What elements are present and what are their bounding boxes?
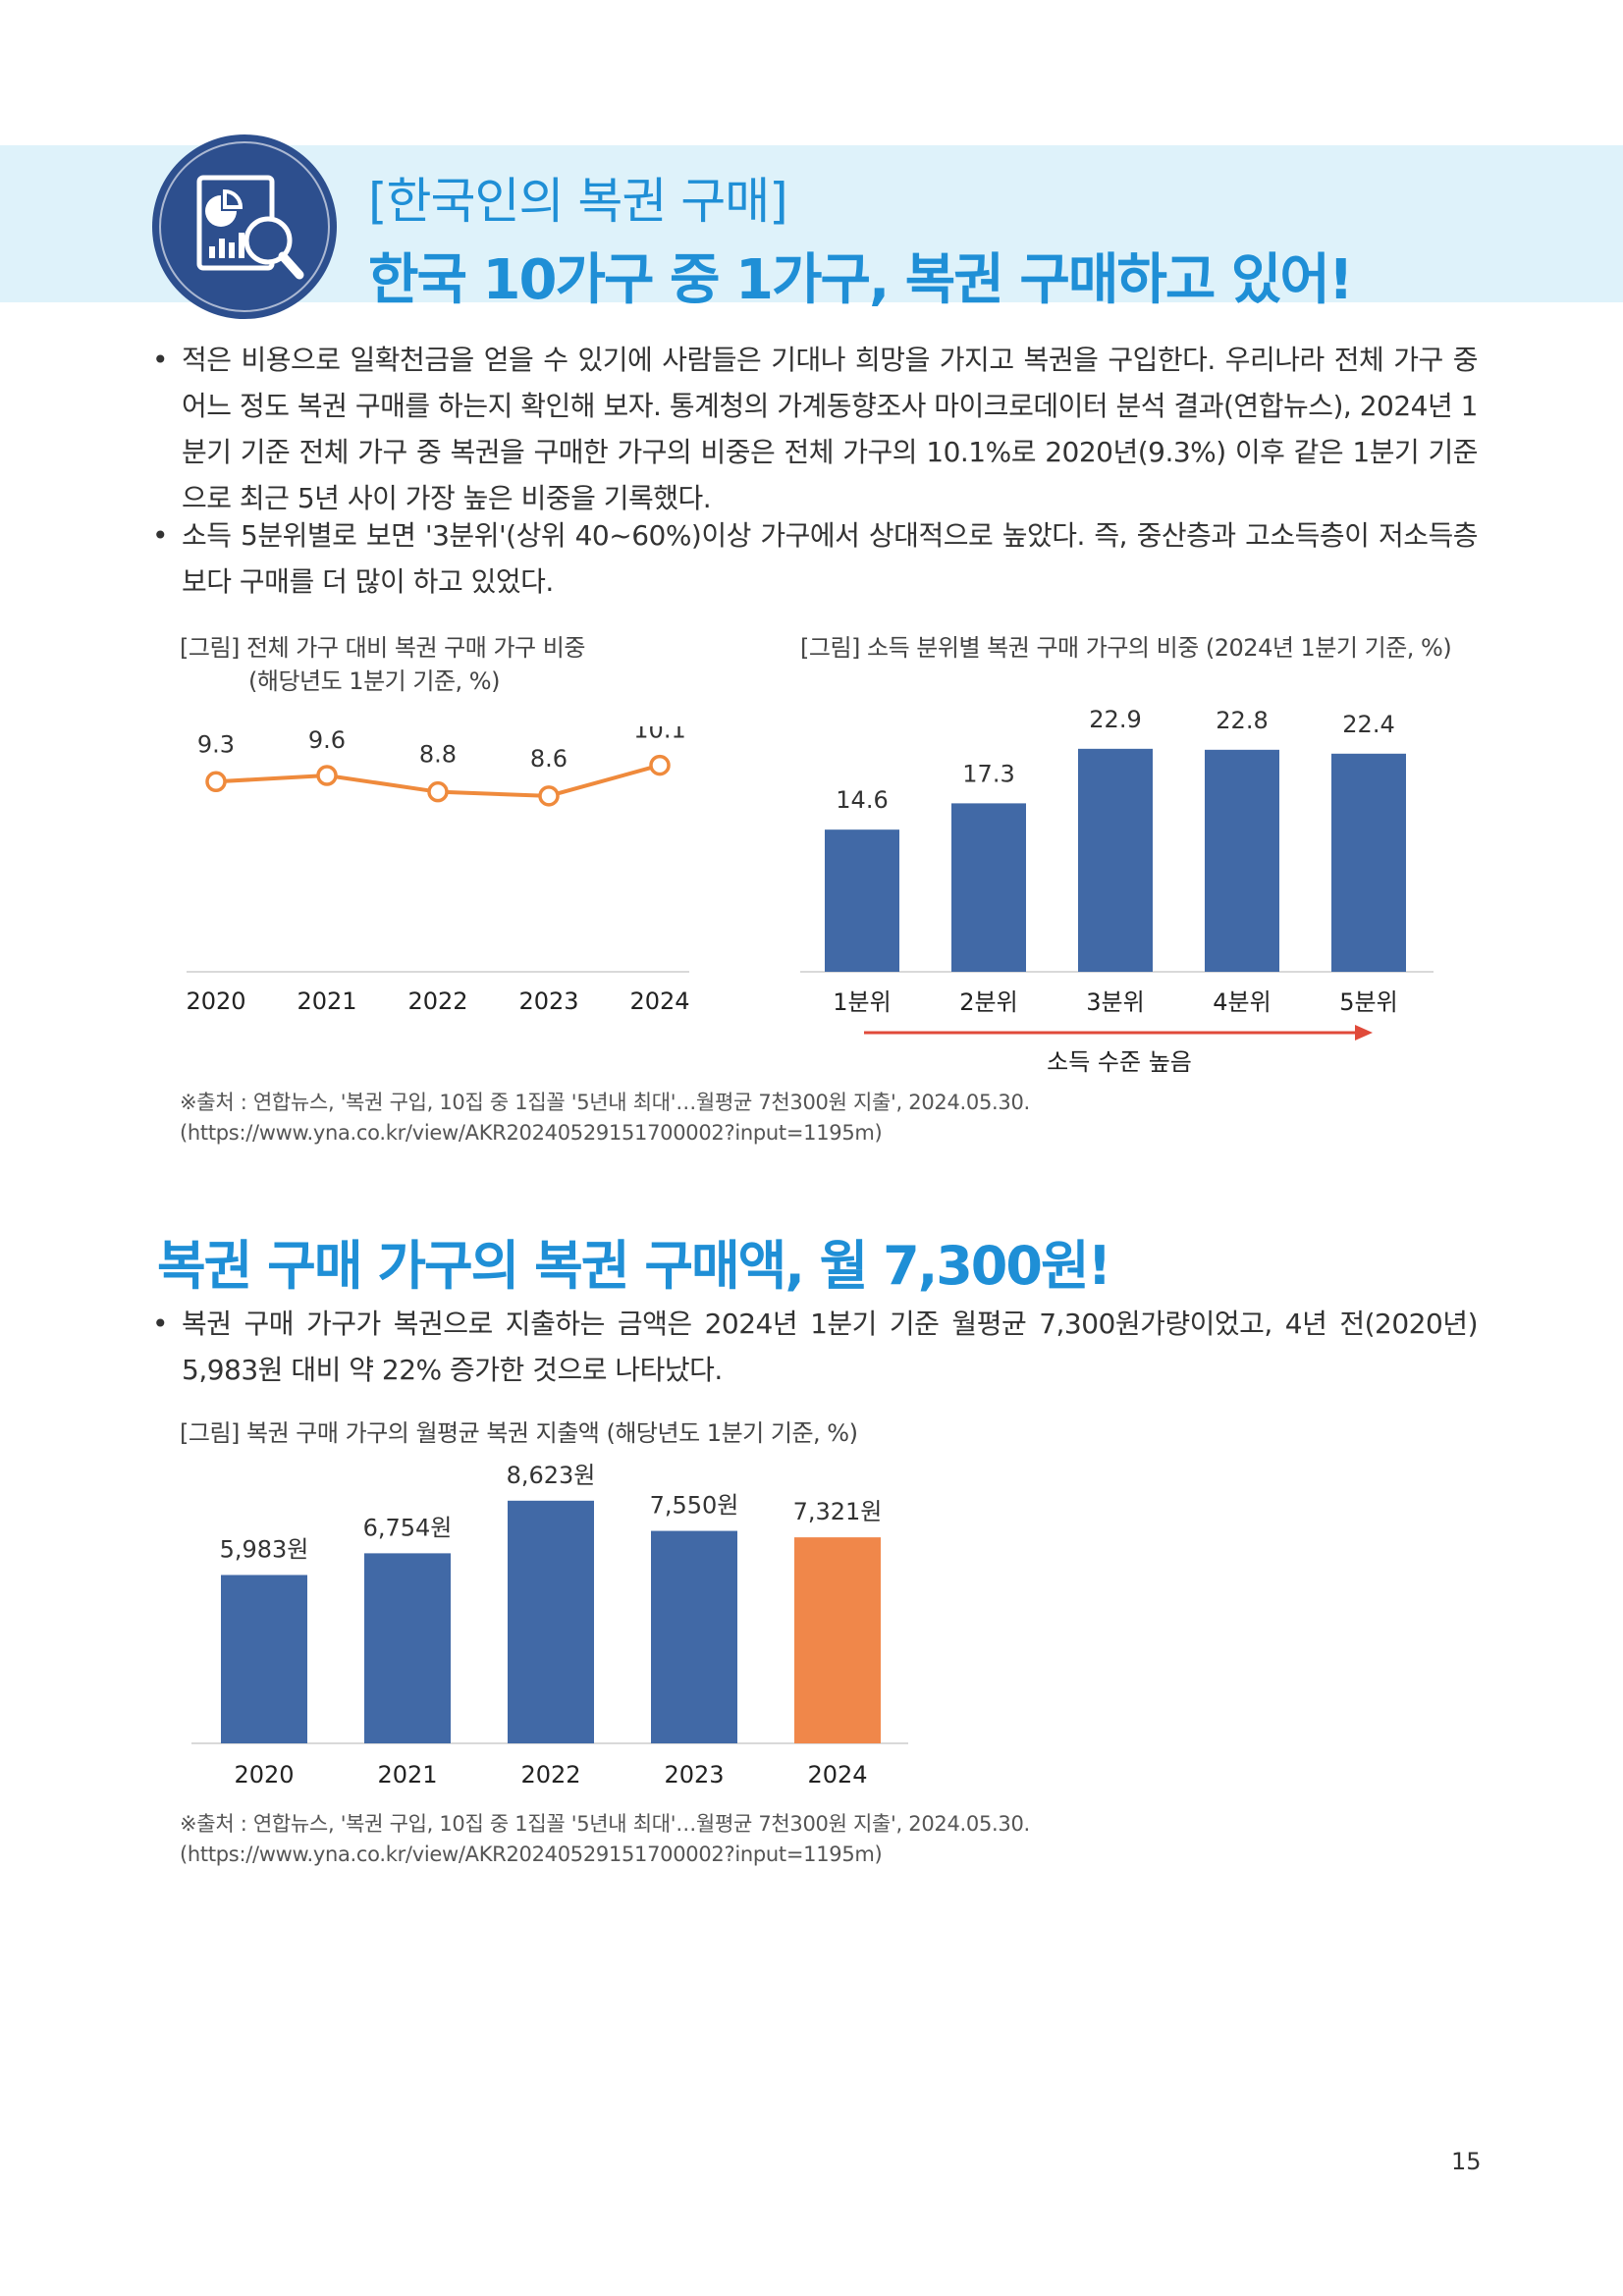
bullet-text: 소득 5분위별로 보면 '3분위'(상위 40~60%)이상 가구에서 상대적으…: [182, 519, 1479, 598]
figure-caption: [그림] 전체 가구 대비 복권 구매 가구 비중: [180, 634, 585, 662]
data-label: 22.4: [1342, 711, 1394, 738]
x-tick-label: 2021: [377, 1761, 437, 1789]
data-label: 6,754원: [363, 1514, 453, 1541]
data-point: [649, 754, 671, 776]
arrow-right-icon: [1355, 1025, 1373, 1041]
section-title: 복권 구매 가구의 복권 구매액, 월 7,300원!: [157, 1235, 1111, 1297]
data-label: 9.6: [308, 726, 346, 754]
data-label: 7,550원: [650, 1492, 739, 1520]
section-tag: [한국인의 복권 구매]: [368, 173, 788, 230]
x-tick-label: 4분위: [1213, 988, 1271, 1016]
source-note: ※출처 : 연합뉴스, '복권 구입, 10집 중 1집꼴 '5년내 최대'…월…: [180, 1091, 1030, 1145]
x-tick-label: 2022: [407, 988, 467, 1015]
x-tick-label: 5분위: [1339, 988, 1397, 1016]
data-label: 8.8: [419, 741, 457, 769]
x-tick-label: 2분위: [959, 988, 1017, 1016]
bullet-dot: •: [152, 1308, 169, 1340]
data-label: 9.3: [197, 730, 235, 758]
bullet-text: 복권 구매 가구가 복권으로 지출하는 금액은 2024년 1분기 기준 월평균…: [182, 1308, 1479, 1386]
report-magnifier-graphic: [159, 141, 330, 312]
x-tick-label: 2022: [520, 1761, 580, 1789]
x-tick-label: 2023: [664, 1761, 724, 1789]
arrow-label: 소득 수준 높음: [1047, 1048, 1192, 1076]
data-label: 7,321원: [793, 1498, 883, 1525]
data-label: 22.9: [1089, 706, 1141, 733]
bar: [825, 829, 899, 972]
data-point: [427, 780, 449, 803]
figure-caption-unit: (해당년도 1분기 기준, %): [248, 667, 500, 695]
data-label: 22.8: [1216, 707, 1268, 734]
x-tick-label: 2020: [186, 988, 245, 1015]
bar: [1078, 748, 1153, 972]
bullet-paragraph: • 소득 5분위별로 보면 '3분위'(상위 40~60%)이상 가구에서 상대…: [152, 512, 1479, 605]
x-tick-label: 2020: [234, 1761, 294, 1789]
line-chart: 9.3 2020 9.6 2021 8.8 2022 8.6 2023 10.1 2024: [186, 726, 689, 1015]
spending-bar-chart: 5,983원 2020 6,754원 2021 8,623원 2022 7,550원 2023…: [191, 1463, 908, 1789]
data-label: 14.6: [836, 786, 888, 814]
x-tick-label: 2024: [807, 1761, 867, 1789]
bar: [1331, 753, 1406, 972]
x-tick-label: 2023: [518, 988, 578, 1015]
bullet-dot: •: [152, 344, 169, 376]
figure-caption: [그림] 복권 구매 가구의 월평균 복권 지출액 (해당년도 1분기 기준, …: [180, 1419, 858, 1447]
bullet-paragraph: • 복권 구매 가구가 복권으로 지출하는 금액은 2024년 1분기 기준 월…: [152, 1301, 1479, 1393]
figure-caption: [그림] 소득 분위별 복권 구매 가구의 비중 (2024년 1분기 기준, …: [800, 634, 1452, 662]
data-point: [316, 765, 338, 786]
data-point: [205, 771, 227, 792]
data-label: 8.6: [530, 745, 568, 773]
report-magnifier-icon: [152, 134, 337, 319]
data-label: 17.3: [962, 760, 1014, 787]
bar: [951, 803, 1026, 972]
bar: [794, 1537, 881, 1743]
x-tick-label: 1분위: [833, 988, 891, 1016]
bar: [1205, 749, 1279, 972]
data-label: 5,983원: [220, 1535, 309, 1563]
source-note: ※출처 : 연합뉴스, '복권 구입, 10집 중 1집꼴 '5년내 최대'…월…: [180, 1812, 1030, 1866]
page-number: 15: [1451, 2148, 1482, 2175]
x-tick-label: 2021: [297, 988, 356, 1015]
page-headline: 한국 10가구 중 1가구, 복권 구매하고 있어!: [368, 248, 1353, 312]
bar: [651, 1530, 737, 1743]
bar: [221, 1575, 307, 1743]
bullet-dot: •: [152, 519, 169, 552]
data-label: 10.1: [633, 726, 685, 744]
bar: [508, 1500, 594, 1743]
data-label: 8,623원: [507, 1463, 596, 1489]
bullet-paragraph: • 적은 비용으로 일확천금을 얻을 수 있기에 사람들은 기대나 희망을 가지…: [152, 337, 1479, 521]
x-tick-label: 3분위: [1086, 988, 1144, 1016]
bar: [364, 1553, 451, 1743]
data-point: [538, 785, 560, 807]
bullet-text: 적은 비용으로 일확천금을 얻을 수 있기에 사람들은 기대나 희망을 가지고 …: [182, 344, 1479, 514]
x-tick-label: 2024: [629, 988, 689, 1015]
